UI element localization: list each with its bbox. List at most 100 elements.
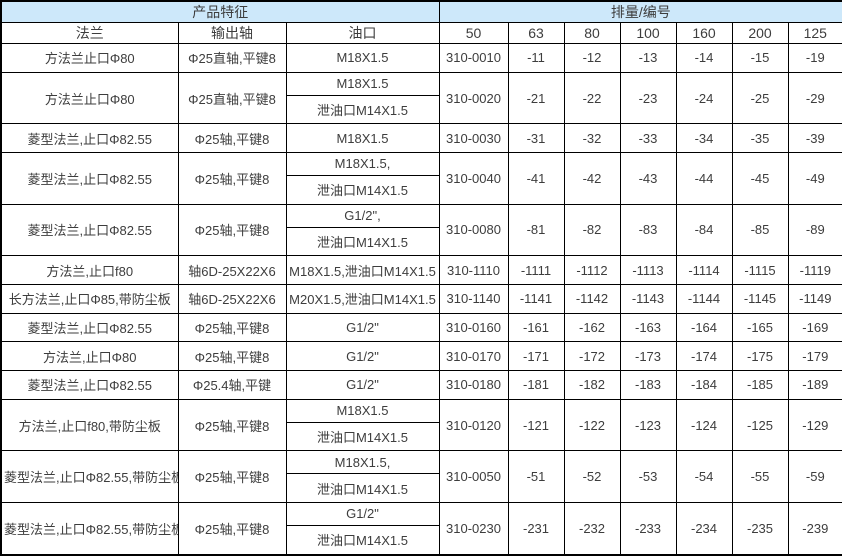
value-cell: -184 — [675, 370, 733, 400]
value-cell: -41 — [507, 152, 565, 205]
table-row-sub: 泄油口M14X1.5 — [1, 421, 842, 452]
value-cell: -25 — [731, 71, 789, 125]
flange-cell: 菱型法兰,止口Φ82.55,带防尘板 — [0, 502, 179, 556]
shaft-cell: 轴6D-25X22X6 — [177, 283, 287, 314]
value-cell: -179 — [787, 341, 842, 372]
value-cell: -171 — [507, 341, 565, 372]
table-row: 方法兰止口Φ80 Φ25直轴,平键8 M18X1.5 310-0010 -11 … — [0, 43, 842, 73]
port-cell: M20X1.5,泄油口M14X1.5 — [285, 283, 440, 314]
value-cell: -83 — [619, 203, 677, 257]
port-cell: 泄油口M14X1.5 — [285, 226, 440, 257]
value-cell: -235 — [731, 502, 789, 556]
value-cell: -31 — [507, 123, 565, 154]
value-cell: -24 — [675, 71, 733, 125]
port-cell: 泄油口M14X1.5 — [285, 473, 440, 504]
port-cell: M18X1.5 — [285, 43, 440, 73]
code-cell: 310-0030 — [438, 123, 509, 154]
value-cell: -32 — [563, 123, 621, 154]
port-cell: M18X1.5, — [285, 152, 440, 176]
code-cell: 310-0230 — [438, 502, 509, 556]
column-header-row: 法兰 输出轴 油口 50 63 80 100 160 200 125 — [0, 22, 842, 44]
port-cell: 泄油口M14X1.5 — [285, 174, 440, 205]
value-cell: -1115 — [731, 255, 789, 285]
shaft-cell: Φ25轴,平键8 — [177, 312, 287, 343]
shaft-cell: Φ25轴,平键8 — [177, 450, 287, 504]
port-cell: G1/2", — [285, 203, 440, 228]
value-cell: -1141 — [507, 283, 565, 314]
port-cell: G1/2" — [285, 370, 440, 400]
port-cell: M18X1.5,泄油口M14X1.5 — [285, 255, 440, 285]
table-row-sub: 泄油口M14X1.5 — [1, 524, 842, 556]
port-cell: G1/2" — [285, 502, 440, 526]
value-cell: -39 — [787, 123, 842, 154]
value-cell: -53 — [619, 450, 677, 504]
value-cell: -1111 — [507, 255, 565, 285]
value-cell: -33 — [619, 123, 677, 154]
code-cell: 310-0020 — [438, 71, 509, 125]
code-cell: 310-0080 — [438, 203, 509, 257]
value-cell: -1112 — [563, 255, 621, 285]
value-cell: -1119 — [787, 255, 842, 285]
value-cell: -172 — [563, 341, 621, 372]
col-header-shaft: 输出轴 — [177, 22, 287, 44]
code-cell: 310-1140 — [438, 283, 509, 314]
flange-cell: 菱型法兰,止口Φ82.55 — [0, 123, 179, 154]
value-cell: -1144 — [675, 283, 733, 314]
value-cell: -169 — [787, 312, 842, 343]
code-cell: 310-0170 — [438, 341, 509, 372]
value-cell: -163 — [619, 312, 677, 343]
port-cell: M18X1.5 — [285, 398, 440, 423]
value-cell: -82 — [563, 203, 621, 257]
value-cell: -1114 — [675, 255, 733, 285]
table-row: 菱型法兰,止口Φ82.55 Φ25轴,平键8 M18X1.5, 310-0040… — [0, 152, 842, 205]
shaft-cell: Φ25轴,平键8 — [177, 152, 287, 205]
value-cell: -239 — [787, 502, 842, 556]
value-cell: -29 — [787, 71, 842, 125]
flange-cell: 方法兰,止口f80 — [0, 255, 179, 285]
value-cell: -122 — [563, 398, 621, 452]
col-header-disp-200: 200 — [731, 22, 789, 44]
value-cell: -51 — [507, 450, 565, 504]
port-cell: G1/2" — [285, 312, 440, 343]
value-cell: -234 — [675, 502, 733, 556]
col-header-disp-160: 160 — [675, 22, 733, 44]
value-cell: -1145 — [731, 283, 789, 314]
value-cell: -81 — [507, 203, 565, 257]
code-cell: 310-1110 — [438, 255, 509, 285]
value-cell: -43 — [619, 152, 677, 205]
value-cell: -12 — [563, 43, 621, 73]
value-cell: -173 — [619, 341, 677, 372]
table-row-sub: 泄油口M14X1.5 — [1, 174, 842, 205]
value-cell: -174 — [675, 341, 733, 372]
table-row: 菱型法兰,止口Φ82.55 Φ25轴,平键8 G1/2" 310-0160 -1… — [0, 312, 842, 343]
value-cell: -123 — [619, 398, 677, 452]
port-cell: G1/2" — [285, 341, 440, 372]
value-cell: -34 — [675, 123, 733, 154]
shaft-cell: Φ25轴,平键8 — [177, 203, 287, 257]
group-header-row: 产品特征 排量/编号 — [0, 0, 842, 23]
shaft-cell: 轴6D-25X22X6 — [177, 255, 287, 285]
code-cell: 310-0120 — [438, 398, 509, 452]
table-row: 方法兰,止口Φ80 Φ25轴,平键8 G1/2" 310-0170 -171 -… — [0, 341, 842, 372]
value-cell: -89 — [787, 203, 842, 257]
value-cell: -165 — [731, 312, 789, 343]
col-header-flange: 法兰 — [0, 22, 179, 44]
value-cell: -55 — [731, 450, 789, 504]
value-cell: -14 — [675, 43, 733, 73]
table-row: 方法兰,止口f80 轴6D-25X22X6 M18X1.5,泄油口M14X1.5… — [0, 255, 842, 285]
port-cell: 泄油口M14X1.5 — [285, 94, 440, 125]
value-cell: -164 — [675, 312, 733, 343]
col-header-disp-50: 50 — [438, 22, 509, 44]
table-row: 菱型法兰,止口Φ82.55 Φ25轴,平键8 M18X1.5 310-0030 … — [0, 123, 842, 154]
displacement-code-header: 排量/编号 — [438, 0, 842, 23]
flange-cell: 方法兰止口Φ80 — [0, 43, 179, 73]
flange-cell: 方法兰,止口Φ80 — [0, 341, 179, 372]
value-cell: -11 — [507, 43, 565, 73]
port-cell: M18X1.5 — [285, 123, 440, 154]
value-cell: -1142 — [563, 283, 621, 314]
port-cell: M18X1.5 — [285, 71, 440, 96]
table-row: 菱型法兰,止口Φ82.55 Φ25.4轴,平键 G1/2" 310-0180 -… — [0, 370, 842, 400]
col-header-disp-100: 100 — [619, 22, 677, 44]
value-cell: -19 — [787, 43, 842, 73]
